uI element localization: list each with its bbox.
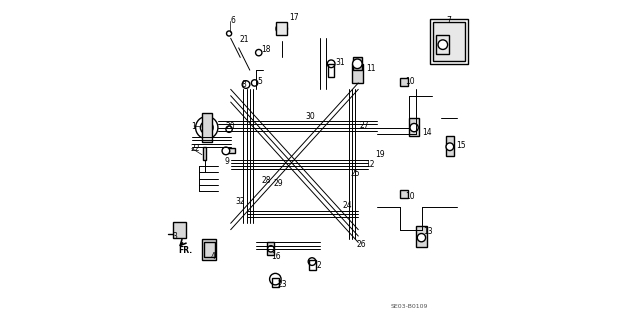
Circle shape bbox=[200, 121, 213, 134]
Text: 17: 17 bbox=[290, 13, 300, 22]
Text: 18: 18 bbox=[261, 45, 271, 54]
Text: 30: 30 bbox=[306, 112, 316, 121]
Text: 3: 3 bbox=[173, 232, 177, 241]
Bar bbox=[436, 35, 449, 54]
Bar bbox=[353, 57, 362, 70]
Circle shape bbox=[446, 143, 454, 151]
Circle shape bbox=[410, 123, 419, 132]
Bar bbox=[204, 242, 215, 257]
Bar bbox=[410, 118, 419, 136]
Text: 23: 23 bbox=[278, 280, 287, 289]
Text: 32: 32 bbox=[236, 197, 245, 206]
Text: 13: 13 bbox=[422, 227, 433, 236]
Text: 11: 11 bbox=[366, 64, 376, 73]
Bar bbox=[433, 22, 465, 61]
Text: 8: 8 bbox=[242, 80, 246, 89]
Text: 5: 5 bbox=[258, 77, 262, 86]
Circle shape bbox=[417, 234, 426, 242]
Circle shape bbox=[227, 31, 232, 36]
Bar bbox=[430, 19, 468, 64]
Text: 10: 10 bbox=[406, 77, 415, 86]
Text: 6: 6 bbox=[230, 16, 235, 25]
Text: SE03-B0109: SE03-B0109 bbox=[390, 304, 428, 309]
Text: 9: 9 bbox=[224, 157, 229, 166]
Text: 4: 4 bbox=[211, 252, 216, 261]
Text: 10: 10 bbox=[406, 192, 415, 201]
Text: 24: 24 bbox=[343, 201, 353, 210]
Text: 31: 31 bbox=[335, 58, 345, 67]
Text: 26: 26 bbox=[356, 240, 366, 249]
Circle shape bbox=[255, 49, 262, 56]
Circle shape bbox=[252, 80, 258, 86]
Text: 19: 19 bbox=[375, 150, 385, 159]
Text: 29: 29 bbox=[273, 179, 283, 188]
Circle shape bbox=[327, 60, 335, 68]
Bar bbox=[309, 260, 316, 270]
Circle shape bbox=[242, 81, 250, 88]
Text: 7: 7 bbox=[446, 16, 451, 25]
Bar bbox=[400, 190, 408, 198]
Bar bbox=[400, 78, 408, 86]
Text: 12: 12 bbox=[365, 160, 375, 169]
Text: 25: 25 bbox=[351, 169, 360, 178]
Text: FR.: FR. bbox=[178, 246, 192, 255]
Bar bbox=[203, 147, 207, 160]
Bar bbox=[328, 64, 334, 77]
Text: 22: 22 bbox=[191, 144, 200, 153]
Bar bbox=[416, 226, 427, 247]
Bar bbox=[446, 136, 454, 156]
Circle shape bbox=[268, 246, 274, 252]
Bar bbox=[173, 222, 186, 238]
Circle shape bbox=[438, 40, 447, 49]
Text: 28: 28 bbox=[261, 176, 271, 185]
Bar bbox=[223, 148, 236, 153]
Circle shape bbox=[353, 59, 362, 69]
Text: 14: 14 bbox=[422, 128, 432, 137]
Circle shape bbox=[308, 258, 316, 265]
Circle shape bbox=[269, 273, 281, 285]
Text: 20: 20 bbox=[226, 122, 236, 130]
Circle shape bbox=[276, 23, 287, 34]
Bar bbox=[271, 278, 279, 287]
Bar bbox=[352, 64, 363, 83]
Bar bbox=[268, 242, 275, 255]
Bar bbox=[202, 113, 212, 142]
Text: 27: 27 bbox=[359, 121, 369, 130]
Circle shape bbox=[226, 126, 232, 132]
Circle shape bbox=[196, 116, 218, 139]
Text: 1: 1 bbox=[191, 122, 196, 130]
Text: 15: 15 bbox=[456, 141, 466, 150]
Bar bbox=[202, 239, 216, 260]
Text: 2: 2 bbox=[316, 261, 321, 270]
Text: 16: 16 bbox=[271, 252, 281, 261]
Circle shape bbox=[222, 147, 230, 155]
Bar bbox=[276, 22, 287, 35]
Text: 21: 21 bbox=[239, 35, 249, 44]
